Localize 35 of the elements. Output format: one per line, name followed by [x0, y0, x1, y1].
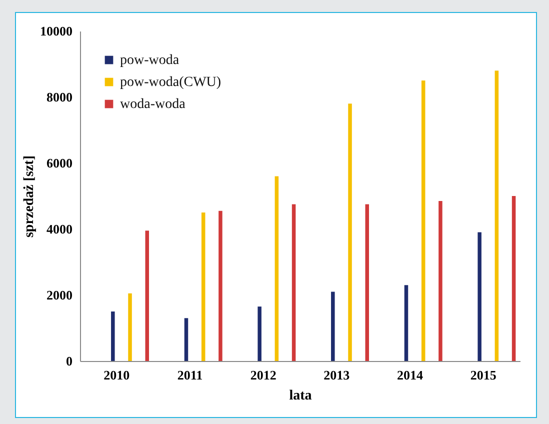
- bar: [512, 196, 516, 361]
- legend-label: pow-woda(CWU): [120, 75, 222, 90]
- bar: [111, 312, 115, 361]
- bar: [365, 204, 370, 361]
- x-tick-label: 2014: [397, 368, 424, 382]
- x-tick-label: 2013: [324, 368, 350, 382]
- bar: [494, 70, 499, 361]
- x-axis-title: lata: [289, 388, 312, 404]
- y-tick-label: 6000: [46, 156, 72, 170]
- bar: [348, 104, 352, 361]
- bar: [292, 204, 296, 361]
- y-tick-label: 0: [66, 354, 72, 368]
- x-tick-label: 2011: [177, 368, 203, 382]
- y-tick-label: 8000: [46, 90, 72, 104]
- bar: [128, 293, 132, 361]
- bar: [201, 212, 206, 361]
- bar: [218, 210, 222, 361]
- x-tick-label: 2012: [250, 368, 276, 382]
- y-axis-title: sprzedaż [szt]: [22, 155, 37, 238]
- bar: [478, 232, 482, 361]
- bar: [331, 292, 335, 361]
- legend-label: woda-woda: [120, 97, 186, 112]
- y-tick-label: 2000: [46, 288, 72, 302]
- bar: [274, 176, 279, 361]
- y-tick-label: 10000: [40, 24, 72, 38]
- bar: [184, 318, 188, 361]
- bar: [421, 80, 426, 361]
- y-tick-label: 4000: [46, 222, 72, 236]
- bar: [258, 306, 262, 361]
- x-tick-label: 2015: [470, 368, 497, 382]
- bar: [145, 230, 150, 361]
- bar: [404, 285, 408, 361]
- x-tick-label: 2010: [104, 368, 130, 382]
- legend-label: pow-woda: [120, 53, 180, 68]
- bar: [438, 200, 442, 361]
